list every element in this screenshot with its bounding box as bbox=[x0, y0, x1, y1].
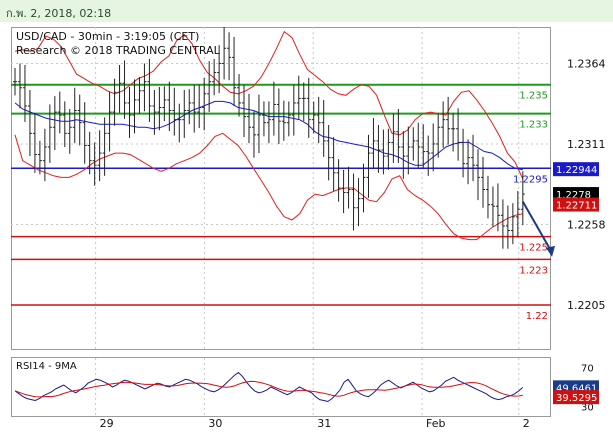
level-label: 1.225 bbox=[519, 243, 548, 254]
main-panel-border bbox=[11, 27, 551, 350]
rsi-badge bbox=[553, 390, 599, 405]
price-badge-label: 1.22944 bbox=[556, 165, 597, 176]
level-label: 1.22 bbox=[526, 311, 548, 322]
projection-arrow bbox=[521, 201, 552, 252]
level-label: 1.2295 bbox=[513, 174, 548, 185]
rsi-label: RSI14 - 9MA bbox=[16, 361, 77, 372]
chart-title: USD/CAD - 30min - 3:19:05 (CET) bbox=[16, 30, 199, 43]
y-tick-label: 1.2364 bbox=[567, 57, 606, 70]
top-bar: ก.พ. 2, 2018, 02:18 bbox=[0, 0, 613, 22]
y-tick-label: 1.2205 bbox=[567, 299, 606, 312]
price-badge bbox=[553, 162, 599, 177]
price-badge bbox=[553, 197, 599, 212]
rsi-tick-label: 70 bbox=[581, 364, 594, 375]
x-tick-label: 29 bbox=[100, 417, 114, 430]
rsi-badge-label: 49.6461 bbox=[556, 383, 597, 394]
x-tick-label: 2 bbox=[523, 417, 530, 430]
projection-arrow-head bbox=[546, 245, 556, 257]
price-badge-label: 1.2278 bbox=[556, 190, 591, 201]
level-label: 1.235 bbox=[519, 91, 548, 102]
x-tick-label: 30 bbox=[208, 417, 222, 430]
x-tick-label: 31 bbox=[317, 417, 331, 430]
price-chart: 1.235 1.233 1.2295 1.225 1.223 1.22 1.2364 1.2… bbox=[11, 25, 606, 430]
level-label: 1.223 bbox=[519, 265, 548, 276]
x-tick-label: Feb bbox=[426, 417, 445, 430]
rsi-ma-line bbox=[14, 380, 523, 398]
chart-frame: 1.235 1.233 1.2295 1.225 1.223 1.22 1.2364 1.2… bbox=[11, 25, 610, 438]
rsi-panel-border bbox=[11, 357, 551, 417]
timestamp-label: ก.พ. 2, 2018, 02:18 bbox=[6, 7, 112, 20]
chart-subtitle: Research © 2018 TRADING CENTRAL bbox=[16, 44, 221, 57]
rsi-tick-label: 30 bbox=[581, 402, 594, 413]
level-label: 1.233 bbox=[519, 120, 548, 131]
y-tick-label: 1.2311 bbox=[567, 138, 606, 151]
y-tick-label: 1.2258 bbox=[567, 218, 606, 231]
rsi-badge-label: 39.5295 bbox=[556, 393, 597, 404]
price-badge-label: 1.22711 bbox=[556, 201, 597, 212]
